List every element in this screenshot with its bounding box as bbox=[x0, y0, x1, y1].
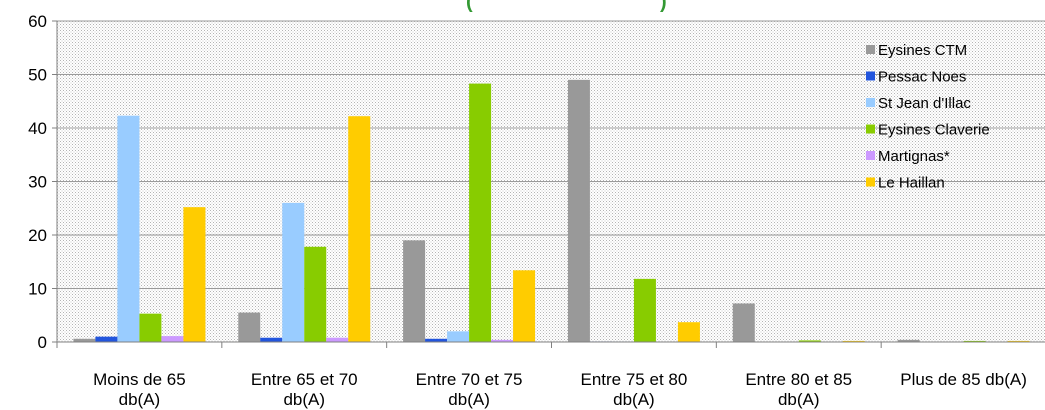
y-tick-label: 40 bbox=[28, 119, 47, 138]
legend-label: St Jean d'Illac bbox=[878, 95, 971, 112]
legend-label: Le Haillan bbox=[878, 175, 945, 192]
legend-swatch bbox=[866, 72, 875, 81]
bar bbox=[304, 247, 326, 342]
y-tick-label: 0 bbox=[38, 333, 47, 352]
bar bbox=[469, 84, 491, 342]
legend-swatch bbox=[866, 178, 875, 187]
bar bbox=[634, 279, 656, 342]
legend-label: Martignas* bbox=[878, 148, 950, 165]
legend-swatch bbox=[866, 45, 875, 54]
chart-title-fragment-right: ) bbox=[660, 0, 667, 13]
bar bbox=[678, 322, 700, 342]
bar bbox=[403, 240, 425, 342]
legend-swatch bbox=[866, 151, 875, 160]
bar bbox=[568, 80, 590, 342]
x-tick-label: Entre 75 et 80 db(A) bbox=[581, 370, 688, 409]
bar bbox=[161, 336, 183, 342]
legend-label: Eysines Claverie bbox=[878, 122, 990, 139]
bar bbox=[183, 207, 205, 342]
legend-swatch bbox=[866, 125, 875, 134]
y-tick-label: 20 bbox=[28, 226, 47, 245]
legend-label: Pessac Noes bbox=[878, 69, 966, 86]
x-tick-label: Moins de 65 db(A) bbox=[93, 370, 186, 409]
y-tick-label: 10 bbox=[28, 280, 47, 299]
legend-label: Eysines CTM bbox=[878, 42, 967, 59]
chart-title-fragment-left: ( bbox=[466, 0, 473, 13]
x-tick-label: Plus de 85 db(A) bbox=[900, 370, 1027, 389]
bar bbox=[95, 337, 117, 342]
bar bbox=[326, 338, 348, 342]
legend-swatch bbox=[866, 98, 875, 107]
bar bbox=[260, 338, 282, 342]
x-tick-label: Entre 65 et 70 db(A) bbox=[251, 370, 358, 409]
x-tick-label: Entre 70 et 75 db(A) bbox=[416, 370, 523, 409]
bar bbox=[447, 331, 469, 342]
bar bbox=[513, 270, 535, 342]
bar bbox=[348, 116, 370, 342]
bar bbox=[117, 116, 139, 342]
y-tick-label: 50 bbox=[28, 66, 47, 85]
x-tick-label: Entre 80 et 85 db(A) bbox=[745, 370, 852, 409]
y-tick-label: 60 bbox=[28, 12, 47, 31]
bar bbox=[139, 314, 161, 342]
bar bbox=[733, 303, 755, 342]
bar bbox=[238, 313, 260, 342]
y-tick-label: 30 bbox=[28, 173, 47, 192]
bar bbox=[282, 203, 304, 342]
